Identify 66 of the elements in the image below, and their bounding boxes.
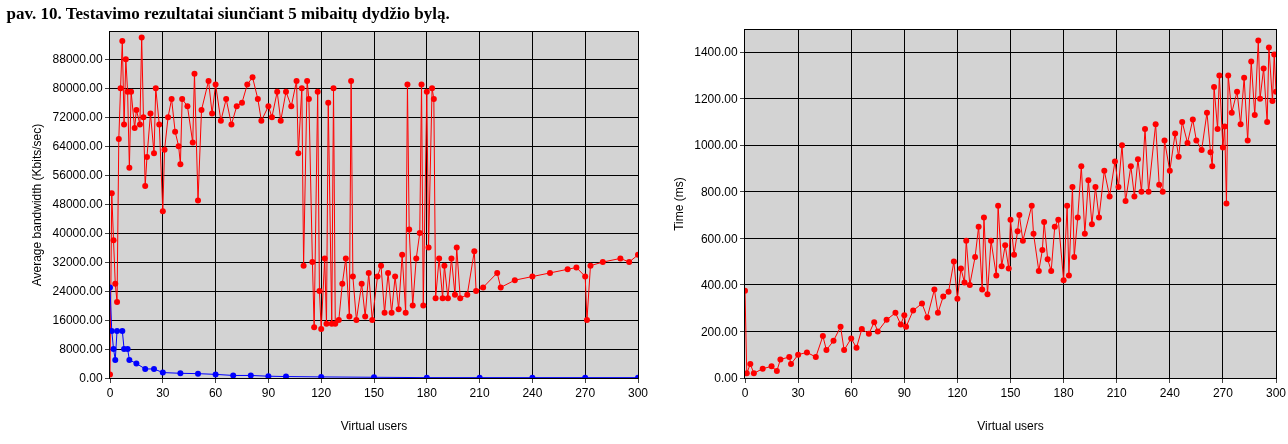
x-tick-label: 60	[844, 386, 859, 401]
point	[212, 371, 219, 378]
y-tick-label: 72000.00	[52, 110, 103, 125]
x-tick-label: 300	[1265, 386, 1287, 401]
y-tick-label: 40000.00	[52, 226, 103, 241]
y-tick-label: 1400.00	[694, 45, 738, 60]
point	[114, 327, 121, 334]
point	[283, 373, 289, 378]
x-tick-label: 270	[575, 386, 596, 401]
y-tick-label: 16000.00	[52, 313, 103, 328]
x-tick-label: 30	[156, 386, 170, 401]
y-axis-title: Time (ms)	[671, 177, 686, 231]
y-tick-label: 8000.00	[59, 342, 103, 357]
point	[133, 360, 140, 367]
x-tick-label: 210	[469, 386, 490, 401]
x-tick-label: 120	[311, 386, 332, 401]
y-tick-label: 200.00	[700, 324, 738, 339]
y-tick-label: 56000.00	[52, 168, 103, 183]
point	[177, 370, 184, 377]
point	[110, 327, 115, 334]
x-tick-label: 210	[1106, 386, 1128, 401]
x-tick-label: 0	[106, 386, 114, 401]
x-tick-label: 60	[208, 386, 223, 401]
x-tick-label: 270	[1212, 386, 1234, 401]
point	[247, 372, 254, 378]
y-tick-label: 600.00	[700, 231, 738, 246]
y-tick-label: 0.00	[79, 371, 103, 386]
point	[151, 365, 157, 372]
x-tick-label: 120	[947, 386, 968, 401]
x-tick-label: 150	[363, 386, 385, 401]
x-tick-label: 30	[791, 386, 806, 401]
y-axis-title: Average bandwidth (Kbits/sec)	[29, 123, 44, 287]
y-tick-label: 400.00	[700, 278, 738, 293]
y-tick-label: 88000.00	[52, 52, 103, 67]
point	[265, 373, 272, 378]
point	[318, 373, 325, 378]
x-tick-label: 180	[1053, 386, 1074, 401]
point	[159, 369, 166, 376]
x-tick-label: 90	[897, 386, 912, 401]
x-tick-label: 240	[522, 386, 543, 401]
point	[126, 356, 133, 363]
x-tick-label: 300	[627, 386, 649, 401]
y-tick-label: 0.00	[714, 371, 738, 386]
y-tick-label: 32000.00	[52, 255, 103, 270]
x-axis-title: Virtual users	[977, 419, 1044, 434]
y-tick-label: 80000.00	[52, 81, 103, 96]
point	[142, 365, 149, 372]
point	[119, 327, 126, 334]
y-tick-label: 48000.00	[52, 197, 103, 212]
y-tick-label: 1200.00	[694, 91, 738, 106]
point	[230, 372, 237, 378]
x-tick-label: 180	[416, 386, 438, 401]
x-tick-label: 150	[1000, 386, 1021, 401]
point	[112, 356, 119, 363]
chart-title: pav. 10. Testavimo rezultatai siunčiant 5 mibaitų dydžio bylą.	[6, 3, 450, 23]
y-tick-label: 64000.00	[52, 139, 103, 154]
point	[195, 370, 201, 377]
point	[371, 374, 377, 378]
point	[110, 346, 117, 353]
x-tick-label: 0	[741, 386, 749, 401]
y-tick-label: 1000.00	[694, 138, 738, 153]
y-tick-label: 800.00	[700, 184, 738, 199]
x-tick-label: 240	[1159, 386, 1181, 401]
x-axis-title: Virtual users	[340, 419, 408, 434]
x-tick-label: 90	[261, 386, 276, 401]
y-tick-label: 24000.00	[52, 284, 103, 299]
